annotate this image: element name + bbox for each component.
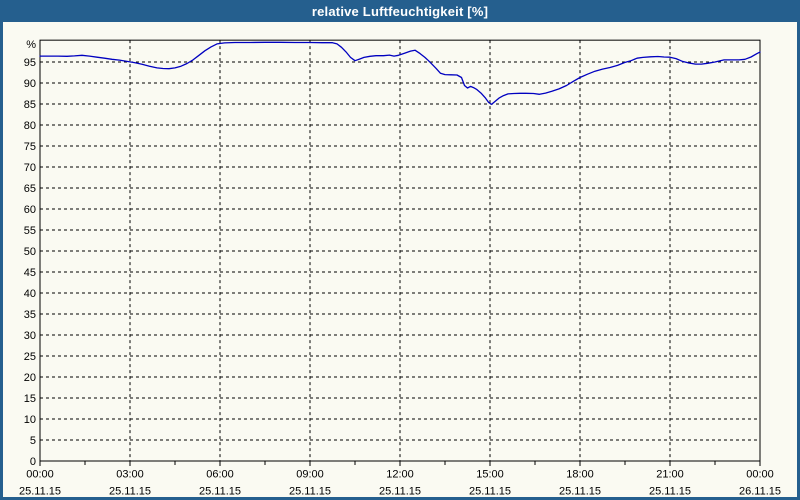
y-tick-label: 25: [24, 351, 36, 363]
x-tick-date-label: 25.11.15: [19, 486, 61, 498]
y-axis-unit-label: %: [26, 39, 36, 51]
x-tick-time-label: 12:00: [386, 469, 414, 481]
x-tick-time-label: 09:00: [296, 469, 324, 481]
y-tick-label: 20: [24, 372, 36, 384]
y-tick-label: 55: [24, 225, 36, 237]
y-tick-label: 70: [24, 162, 36, 174]
x-tick-date-label: 25.11.15: [199, 486, 241, 498]
chart-title: relative Luftfeuchtigkeit [%]: [311, 3, 489, 19]
x-tick-date-label: 25.11.15: [649, 486, 691, 498]
y-tick-label: 60: [24, 204, 36, 216]
y-tick-label: 75: [24, 141, 36, 153]
y-tick-label: 45: [24, 267, 36, 279]
x-tick-time-label: 03:00: [116, 469, 144, 481]
y-tick-label: 95: [24, 57, 36, 69]
y-tick-label: 50: [24, 246, 36, 258]
y-tick-label: 80: [24, 120, 36, 132]
y-tick-label: 15: [24, 393, 36, 405]
x-tick-date-label: 26.11.15: [739, 486, 781, 498]
title-bar: relative Luftfeuchtigkeit [%]: [0, 0, 800, 22]
humidity-series-line: [39, 41, 761, 106]
y-tick-label: 35: [24, 309, 36, 321]
x-tick-time-label: 00:00: [26, 469, 54, 481]
y-tick-label: 0: [30, 456, 36, 468]
y-tick-label: 65: [24, 183, 36, 195]
x-tick-date-label: 25.11.15: [559, 486, 601, 498]
x-tick-time-label: 21:00: [656, 469, 684, 481]
x-tick-time-label: 18:00: [566, 469, 594, 481]
y-tick-label: 90: [24, 78, 36, 90]
x-tick-time-label: 00:00: [746, 469, 774, 481]
y-tick-label: 10: [24, 414, 36, 426]
x-tick-time-label: 15:00: [476, 469, 504, 481]
chart-canvas: 0 5 10 15 20 25 30 35 40 45 50 55 60 65 70 75 80 85 90 95% 0…: [3, 22, 797, 497]
x-tick-date-label: 25.11.15: [109, 486, 151, 498]
x-tick-date-label: 25.11.15: [469, 486, 511, 498]
y-tick-label: 40: [24, 288, 36, 300]
y-tick-label: 85: [24, 99, 36, 111]
y-tick-label: 5: [30, 435, 36, 447]
y-tick-label: 30: [24, 330, 36, 342]
x-tick-time-label: 06:00: [206, 469, 234, 481]
x-tick-date-label: 25.11.15: [289, 486, 331, 498]
x-tick-date-label: 25.11.15: [379, 486, 421, 498]
humidity-line-chart: 0 5 10 15 20 25 30 35 40 45 50 55 60 65 70 75 80 85 90 95% 0…: [19, 39, 781, 498]
